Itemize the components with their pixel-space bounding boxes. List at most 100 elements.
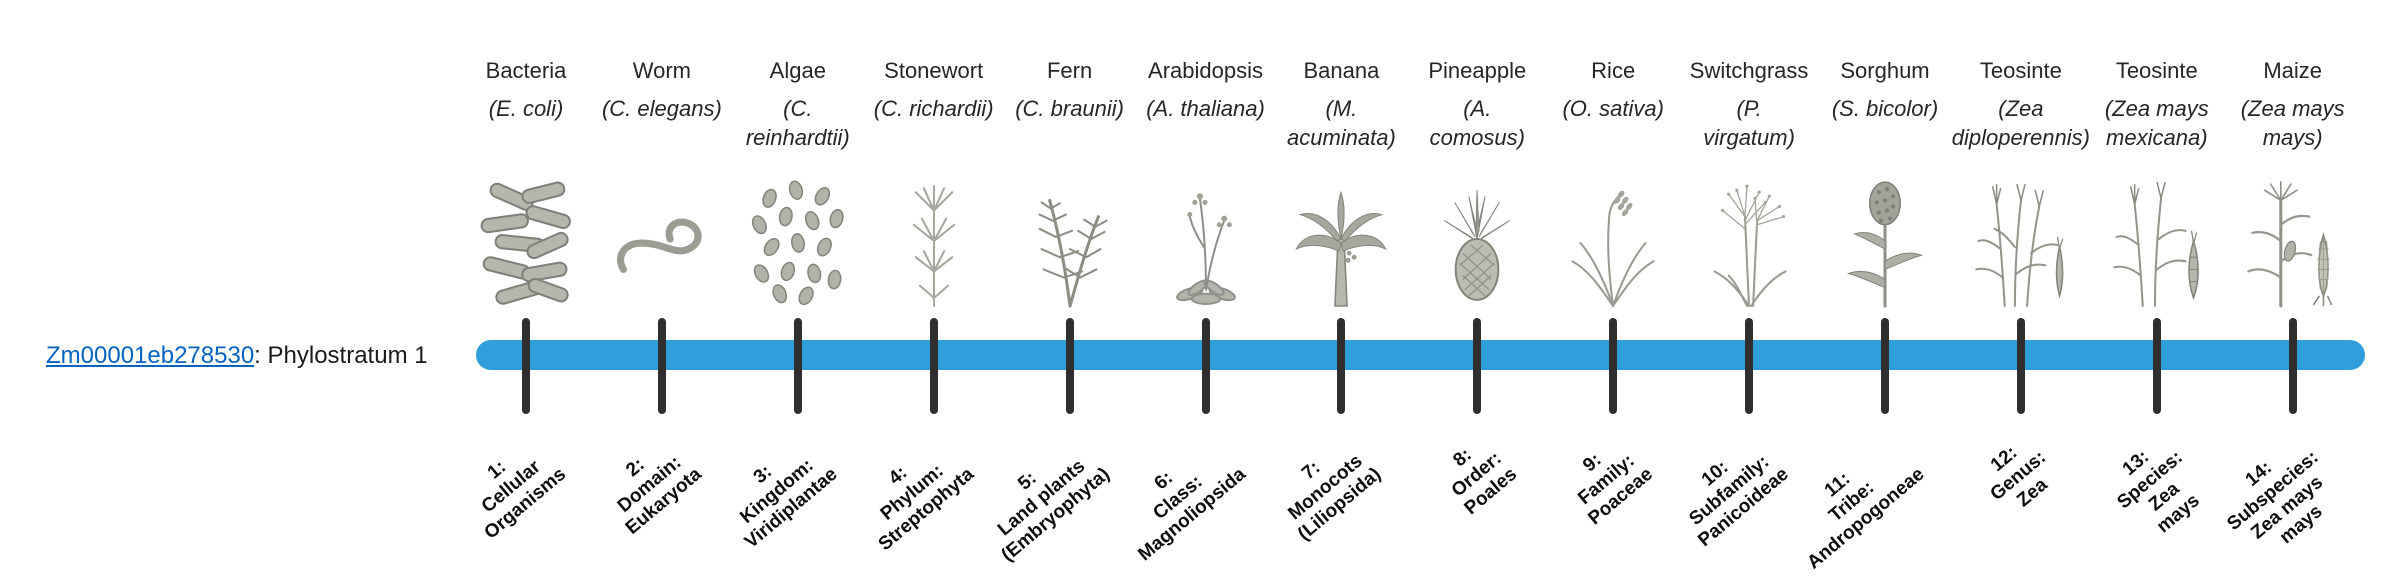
phylostratum-label: 13: Species: Zea mays — [2099, 430, 2215, 548]
organism-header: Fern (C. braunii) — [982, 56, 1158, 123]
organism-common-name: Stonewort — [884, 58, 984, 83]
scientific-name-line: acuminata) — [1286, 125, 1396, 150]
phylostratum-label: 7: Monocots (Liliopsida) — [1266, 430, 1386, 546]
organism-scientific-name: (P. virgatum) — [1661, 94, 1837, 152]
organism-header: Teosinte (Zea diploperennis) — [1933, 56, 2109, 152]
tick-mark — [1609, 318, 1618, 414]
scientific-name-line: mexicana) — [2106, 125, 2208, 150]
organism-common-name: Switchgrass — [1689, 58, 1809, 83]
organism-common-name: Worm — [632, 58, 692, 83]
organism-scientific-name: (A. thaliana) — [1118, 94, 1294, 123]
phylostratum-label: 4: Phylum: Streptophyta — [846, 430, 978, 556]
organism-common-name: Maize — [2263, 58, 2323, 83]
scientific-name-line: (A. — [1463, 96, 1492, 121]
scientific-name-line: (C. braunii) — [1015, 96, 1124, 121]
phylostratum-label: 6: Class: Magnoliopsida — [1106, 430, 1250, 566]
organism-scientific-name: (Zea diploperennis) — [1933, 94, 2109, 152]
stonewort-icon — [879, 176, 989, 308]
phylostratum-label: 8: Order: Poales — [1432, 430, 1521, 520]
worm-icon — [607, 176, 717, 308]
organism-scientific-name: (C. richardii) — [846, 94, 1022, 123]
phylostratum-label: 2: Domain: Eukaryota — [594, 430, 707, 540]
organism-common-name: Teosinte — [2115, 58, 2198, 83]
scientific-name-line: (Zea mays — [2104, 96, 2209, 121]
scientific-name-line: virgatum) — [1703, 125, 1795, 150]
phylostratum-label: 12: Genus: Zea — [1973, 430, 2066, 523]
scientific-name-line: (O. sativa) — [1562, 96, 1664, 121]
phylostratum-label: 5: Land plants (Embryophyta) — [969, 430, 1114, 567]
tick-mark — [2016, 318, 2025, 414]
teosinte2-icon — [2102, 176, 2212, 308]
organism-header: Pineapple (A. comosus) — [1389, 56, 1565, 152]
organism-header: Banana (M. acuminata) — [1253, 56, 1429, 152]
organism-scientific-name: (C. reinhardtii) — [710, 94, 886, 152]
organism-header: Worm (C. elegans) — [574, 56, 750, 123]
organism-common-name: Banana — [1303, 58, 1380, 83]
organism-scientific-name: (C. elegans) — [574, 94, 750, 123]
tick-mark — [1745, 318, 1754, 414]
organism-header: Maize (Zea mays mays) — [2205, 56, 2381, 152]
tick-mark — [657, 318, 666, 414]
organism-scientific-name: (Zea mays mays) — [2205, 94, 2381, 152]
scientific-name-line: (S. bicolor) — [1831, 96, 1939, 121]
arabidopsis-icon — [1151, 176, 1261, 308]
scientific-name-line: reinhardtii) — [745, 125, 850, 150]
organism-header: Rice (O. sativa) — [1525, 56, 1701, 123]
scientific-name-line: diploperennis) — [1951, 125, 2090, 150]
tick-mark — [929, 318, 938, 414]
gene-label-suffix: : Phylostratum 1 — [254, 342, 428, 369]
tick-mark — [1337, 318, 1346, 414]
organism-header: Sorghum (S. bicolor) — [1797, 56, 1973, 123]
tick-mark — [1881, 318, 1889, 414]
tick-mark — [1201, 318, 1210, 414]
maize-icon — [2238, 176, 2348, 308]
phylostratum-label: 3: Kingdom: Viridiplantae — [713, 430, 843, 554]
scientific-name-line: (M. — [1325, 96, 1358, 121]
gene-label: Zm00001eb278530: Phylostratum 1 — [46, 341, 428, 371]
scientific-name-line: (Zea — [1998, 96, 2044, 121]
timeline-bar — [476, 340, 2365, 370]
organism-common-name: Rice — [1591, 58, 1636, 83]
scientific-name-line: (C. elegans) — [601, 96, 722, 121]
phylostratum-label: 1: Cellular Organisms — [452, 430, 570, 544]
organism-header: Bacteria (E. coli) — [438, 56, 614, 123]
scientific-name-line: (A. thaliana) — [1146, 96, 1265, 121]
scientific-name-line: mays) — [2262, 125, 2323, 150]
organism-scientific-name: (M. acuminata) — [1253, 94, 1429, 152]
sorghum-icon — [1830, 176, 1940, 308]
scientific-name-line: (E. coli) — [488, 96, 564, 121]
organism-common-name: Algae — [769, 58, 826, 83]
banana-icon — [1286, 176, 1396, 308]
organism-scientific-name: (Zea mays mexicana) — [2069, 94, 2245, 152]
pineapple-icon — [1422, 176, 1532, 308]
phylostratum-label: 11: Tribe: Andropogoneae — [1775, 430, 1929, 574]
gene-link[interactable]: Zm00001eb278530 — [46, 342, 255, 369]
phylostratum-label: 9: Family: Poaceae — [1556, 430, 1658, 530]
algae-icon — [743, 176, 853, 308]
phylostratum-label: 10: Subfamily: Panicoideae — [1666, 430, 1793, 552]
tick-mark — [2288, 318, 2297, 414]
organism-header: Arabidopsis (A. thaliana) — [1118, 56, 1294, 123]
organism-scientific-name: (S. bicolor) — [1797, 94, 1973, 123]
scientific-name-line: (P. — [1736, 96, 1762, 121]
organism-header: Switchgrass (P. virgatum) — [1661, 56, 1837, 152]
scientific-name-line: (C. richardii) — [873, 96, 994, 121]
organism-common-name: Teosinte — [1979, 58, 2062, 83]
organism-common-name: Arabidopsis — [1148, 58, 1263, 83]
organism-header: Stonewort (C. richardii) — [846, 56, 1022, 123]
organism-common-name: Fern — [1046, 58, 1093, 83]
tick-mark — [2152, 318, 2161, 414]
scientific-name-line: (Zea mays — [2240, 96, 2345, 121]
organism-header: Teosinte (Zea mays mexicana) — [2069, 56, 2245, 152]
organism-scientific-name: (E. coli) — [438, 94, 614, 123]
scientific-name-line: comosus) — [1429, 125, 1525, 150]
organism-common-name: Pineapple — [1428, 58, 1527, 83]
organism-scientific-name: (C. braunii) — [982, 94, 1158, 123]
organism-header: Algae (C. reinhardtii) — [710, 56, 886, 152]
organism-common-name: Sorghum — [1840, 58, 1930, 83]
tick-mark — [793, 318, 802, 414]
rice-icon — [1558, 176, 1668, 308]
organism-scientific-name: (A. comosus) — [1389, 94, 1565, 152]
fern-icon — [1015, 176, 1125, 308]
